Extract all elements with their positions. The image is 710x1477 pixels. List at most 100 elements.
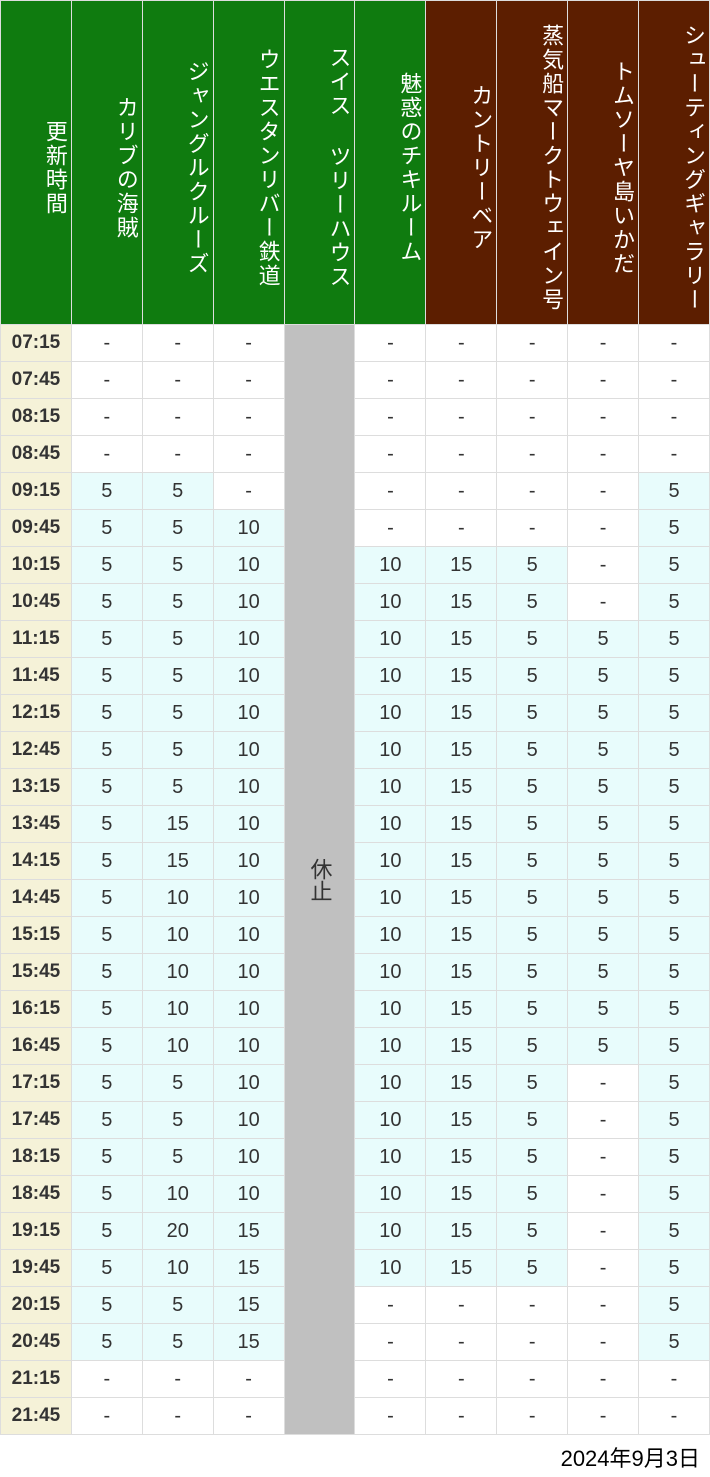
table-row: 20:455515----5 xyxy=(1,1324,710,1361)
wait-cell: 10 xyxy=(213,1139,284,1176)
wait-cell: 5 xyxy=(568,732,639,769)
wait-cell: - xyxy=(142,362,213,399)
table-row: 09:1555-----5 xyxy=(1,473,710,510)
wait-cell: 15 xyxy=(426,1102,497,1139)
time-cell: 18:45 xyxy=(1,1176,72,1213)
time-cell: 07:15 xyxy=(1,325,72,362)
wait-cell: - xyxy=(426,362,497,399)
wait-cell: 5 xyxy=(497,1065,568,1102)
wait-cell: 5 xyxy=(497,1102,568,1139)
wait-cell: 5 xyxy=(497,658,568,695)
time-cell: 18:15 xyxy=(1,1139,72,1176)
table-row: 16:45510101015555 xyxy=(1,1028,710,1065)
wait-cell: - xyxy=(497,473,568,510)
wait-cell: 10 xyxy=(355,1028,426,1065)
footer-date: 2024年9月3日 xyxy=(0,1435,710,1477)
table-row: 08:45-------- xyxy=(1,436,710,473)
wait-cell: 5 xyxy=(142,1102,213,1139)
wait-cell: 15 xyxy=(426,1250,497,1287)
wait-cell: 5 xyxy=(497,991,568,1028)
table-row: 11:1555101015555 xyxy=(1,621,710,658)
wait-cell: - xyxy=(568,1398,639,1435)
wait-cell: 5 xyxy=(71,695,142,732)
wait-cell: - xyxy=(213,1361,284,1398)
time-cell: 21:45 xyxy=(1,1398,72,1435)
wait-cell: 5 xyxy=(497,1213,568,1250)
wait-cell: - xyxy=(568,1324,639,1361)
wait-cell: 10 xyxy=(142,991,213,1028)
wait-cell: - xyxy=(426,473,497,510)
wait-cell: - xyxy=(426,1361,497,1398)
wait-cell: 10 xyxy=(142,880,213,917)
wait-cell: 5 xyxy=(497,584,568,621)
wait-cell: - xyxy=(568,362,639,399)
wait-cell: 15 xyxy=(213,1250,284,1287)
wait-cell: 5 xyxy=(142,1065,213,1102)
time-cell: 16:45 xyxy=(1,1028,72,1065)
table-row: 21:15-------- xyxy=(1,1361,710,1398)
wait-cell: 5 xyxy=(71,510,142,547)
attraction-header: スイス ツリーハウス xyxy=(284,1,355,325)
time-cell: 10:15 xyxy=(1,547,72,584)
table-row: 18:15551010155-5 xyxy=(1,1139,710,1176)
time-cell: 20:15 xyxy=(1,1287,72,1324)
wait-cell: - xyxy=(497,1324,568,1361)
wait-cell: 5 xyxy=(639,584,710,621)
table-row: 08:15-------- xyxy=(1,399,710,436)
wait-cell: 5 xyxy=(71,954,142,991)
wait-cell: 15 xyxy=(426,843,497,880)
wait-cell: 5 xyxy=(71,732,142,769)
table-row: 07:15---休止----- xyxy=(1,325,710,362)
wait-cell: 5 xyxy=(71,917,142,954)
wait-cell: 5 xyxy=(71,843,142,880)
wait-cell: 10 xyxy=(142,917,213,954)
attraction-header: シューティングギャラリー xyxy=(639,1,710,325)
time-header: 更新時間 xyxy=(1,1,72,325)
time-cell: 11:15 xyxy=(1,621,72,658)
time-cell: 08:45 xyxy=(1,436,72,473)
wait-cell: 5 xyxy=(497,732,568,769)
time-cell: 12:45 xyxy=(1,732,72,769)
wait-cell: 10 xyxy=(355,917,426,954)
attraction-header: ウエスタンリバー鉄道 xyxy=(213,1,284,325)
time-cell: 07:45 xyxy=(1,362,72,399)
wait-cell: - xyxy=(426,325,497,362)
wait-cell: 10 xyxy=(355,658,426,695)
wait-cell: 5 xyxy=(71,1324,142,1361)
time-cell: 15:45 xyxy=(1,954,72,991)
wait-cell: - xyxy=(71,1361,142,1398)
attraction-header: トムソーヤ島いかだ xyxy=(568,1,639,325)
wait-cell: - xyxy=(497,325,568,362)
time-cell: 09:45 xyxy=(1,510,72,547)
wait-cell: 10 xyxy=(213,954,284,991)
wait-cell: - xyxy=(568,1176,639,1213)
wait-cell: 5 xyxy=(71,1176,142,1213)
time-cell: 13:15 xyxy=(1,769,72,806)
wait-cell: 20 xyxy=(142,1213,213,1250)
wait-cell: - xyxy=(71,399,142,436)
wait-cell: - xyxy=(568,399,639,436)
wait-cell: 10 xyxy=(355,1102,426,1139)
wait-cell: 10 xyxy=(355,695,426,732)
wait-cell: 15 xyxy=(426,880,497,917)
wait-cell: 5 xyxy=(639,843,710,880)
wait-cell: 5 xyxy=(568,880,639,917)
wait-cell: 5 xyxy=(497,806,568,843)
wait-cell: 10 xyxy=(355,732,426,769)
wait-cell: 15 xyxy=(426,806,497,843)
table-row: 19:155201510155-5 xyxy=(1,1213,710,1250)
wait-cell: 5 xyxy=(497,1139,568,1176)
table-row: 10:45551010155-5 xyxy=(1,584,710,621)
wait-cell: 5 xyxy=(142,695,213,732)
wait-cell: - xyxy=(497,399,568,436)
wait-cell: - xyxy=(568,1102,639,1139)
wait-cell: 10 xyxy=(213,732,284,769)
wait-cell: 5 xyxy=(71,1213,142,1250)
table-row: 14:45510101015555 xyxy=(1,880,710,917)
table-row: 21:45-------- xyxy=(1,1398,710,1435)
time-cell: 09:15 xyxy=(1,473,72,510)
wait-cell: - xyxy=(426,436,497,473)
table-row: 14:15515101015555 xyxy=(1,843,710,880)
wait-cell: 5 xyxy=(142,547,213,584)
wait-cell: - xyxy=(568,325,639,362)
